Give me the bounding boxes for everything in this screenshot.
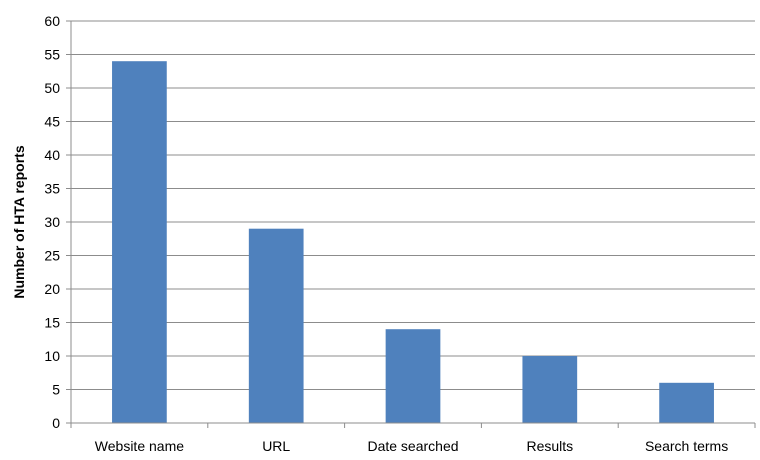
x-tick-label: Website name — [95, 438, 184, 454]
y-tick-label: 15 — [44, 315, 60, 331]
bar-date-searched — [385, 329, 441, 423]
bar-website-name — [112, 61, 167, 423]
y-tick-label: 60 — [44, 13, 60, 29]
x-tick-label: Search terms — [645, 438, 728, 454]
x-tick-label: Date searched — [367, 438, 458, 454]
y-axis-title: Number of HTA reports — [11, 145, 27, 298]
y-axis-tick-labels: 0 5 10 15 20 25 30 35 40 45 50 55 60 — [44, 13, 60, 431]
y-tick-label: 5 — [52, 382, 60, 398]
bar-search-terms — [659, 382, 714, 423]
y-tick-label: 45 — [44, 114, 60, 130]
y-tick-label: 30 — [44, 214, 60, 230]
bar-url — [248, 228, 304, 423]
y-tick-label: 25 — [44, 248, 60, 264]
gridlines — [71, 20, 755, 390]
y-tick-label: 40 — [44, 147, 60, 163]
axes — [66, 20, 756, 428]
bars — [112, 61, 714, 423]
y-tick-label: 35 — [44, 181, 60, 197]
x-axis-tick-labels: Website name URL Date searched Results Searc… — [95, 438, 728, 454]
x-tick-label: Results — [526, 438, 573, 454]
y-tick-label: 50 — [44, 80, 60, 96]
bar-results — [522, 356, 578, 423]
y-tick-label: 0 — [52, 415, 60, 431]
y-tick-label: 20 — [44, 281, 60, 297]
y-tick-label: 10 — [44, 348, 60, 364]
y-tick-label: 55 — [44, 47, 60, 63]
x-tick-label: URL — [262, 438, 290, 454]
